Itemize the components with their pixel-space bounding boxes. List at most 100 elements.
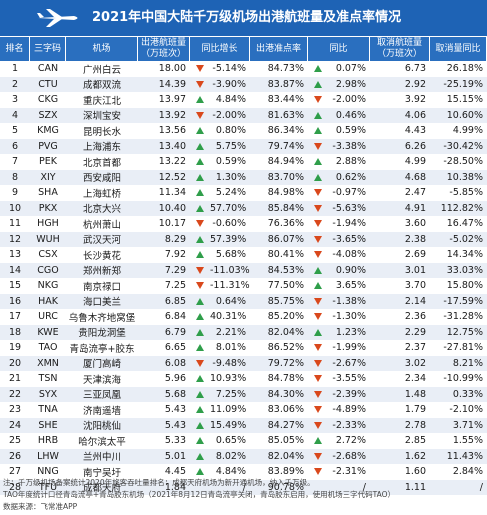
cancelled-cell: 3.01 (404, 264, 426, 276)
departures-cell: 13.22 (158, 156, 186, 168)
rank-cell: 17 (8, 311, 22, 323)
cancelled-yoy-cell: -5.85% (449, 187, 483, 199)
down-triangle-icon (196, 80, 204, 88)
code-cell: KWE (37, 326, 59, 338)
ontime-yoy-cell: -4.08% (308, 247, 370, 263)
departures-cell: 10.40 (158, 202, 186, 214)
ontime-yoy-cell: -3.65% (308, 232, 370, 248)
down-triangle-icon (314, 142, 322, 150)
cancelled-cell: 2.92 (404, 78, 426, 90)
departures-cell: 6.08 (164, 357, 186, 369)
departures-yoy-cell: -3.90% (190, 77, 250, 93)
table-row (0, 231, 487, 247)
ontime-yoy-cell: -2.39% (308, 387, 370, 403)
cancelled-cell: 2.34 (404, 373, 426, 385)
cancelled-cell: 4.06 (404, 109, 426, 121)
rank-cell: 4 (11, 109, 19, 121)
departures-yoy-cell: 57.70% (190, 201, 250, 217)
down-triangle-icon (196, 65, 204, 73)
ontime-yoy-cell: 2.72% (308, 433, 370, 449)
cancelled-yoy-cell: -30.42% (443, 140, 483, 152)
cancelled-yoy-cell: 8.21% (452, 357, 483, 369)
airport-cell: 北京首都 (82, 157, 121, 169)
up-triangle-icon (314, 437, 322, 445)
up-triangle-icon (196, 127, 204, 135)
cell-value: 0.90% (335, 264, 366, 276)
cancelled-yoy-cell: 11.43% (446, 450, 483, 462)
cancelled-cell: 3.02 (404, 357, 426, 369)
table-row (0, 417, 487, 433)
departures-cell: 13.92 (158, 109, 186, 121)
ontime-cell: 80.41% (267, 249, 304, 261)
departures-yoy-cell: -2.00% (190, 108, 250, 124)
departures-yoy-cell: 2.21% (190, 325, 250, 341)
cancelled-yoy-cell: 12.75% (446, 326, 483, 338)
departures-cell: 6.79 (164, 326, 186, 338)
code-cell: TAO (38, 342, 58, 354)
footnote-line: 数据来源：飞常准APP (3, 502, 78, 511)
cancelled-cell: 3.70 (404, 280, 426, 292)
ontime-yoy-cell: -2.33% (308, 418, 370, 434)
up-triangle-icon (196, 235, 204, 243)
ontime-cell: 76.36% (267, 218, 304, 230)
down-triangle-icon (314, 96, 322, 104)
up-triangle-icon (196, 328, 204, 336)
code-cell: LHW (37, 450, 59, 462)
cell-value: -2.39% (332, 388, 366, 400)
down-triangle-icon (314, 390, 322, 398)
departures-yoy-cell: 15.49% (190, 418, 250, 434)
up-triangle-icon (196, 204, 204, 212)
up-triangle-icon (196, 251, 204, 259)
code-cell: PEK (39, 156, 57, 168)
table-row (0, 433, 487, 449)
cell-value: -2.31% (332, 466, 366, 478)
table-row (0, 386, 487, 402)
departures-yoy-cell: 40.31% (190, 309, 250, 325)
airport-cell: 南宁吴圩 (82, 467, 121, 479)
departures-cell: 18.00 (158, 63, 186, 75)
airport-cell: 杭州萧山 (82, 219, 121, 231)
cell-value: 0.62% (335, 171, 366, 183)
departures-cell: 14.39 (158, 78, 186, 90)
ontime-yoy-cell: -2.31% (308, 464, 370, 480)
ontime-yoy-cell: -3.55% (308, 371, 370, 387)
up-triangle-icon (314, 80, 322, 88)
cancelled-cell: 4.91 (404, 202, 426, 214)
up-triangle-icon (196, 468, 204, 476)
table-row (0, 216, 487, 232)
rank-header: 排名 (0, 37, 30, 61)
table-row (0, 278, 487, 294)
up-triangle-icon (314, 127, 322, 135)
cancelled-yoy-cell: -5.02% (449, 233, 483, 245)
departures-yoy-cell: -0.60% (190, 216, 250, 232)
departures-cell: 13.97 (158, 94, 186, 106)
departures-cell: 13.56 (158, 125, 186, 137)
rank-cell: 12 (8, 233, 22, 245)
code-cell: SHE (38, 419, 58, 431)
cell-value: 7.25% (215, 388, 246, 400)
up-triangle-icon (314, 282, 322, 290)
cell-value: -3.55% (332, 373, 366, 385)
cell-value: -2.00% (332, 94, 366, 106)
cancelled-cell: 2.38 (404, 233, 426, 245)
cancelled-yoy-cell: 1.55% (452, 435, 483, 447)
cancelled-cell: 2.37 (404, 342, 426, 354)
footnote-line: TAO年度统计口径青岛流亭+青岛胶东机场（2021年8月12日青岛流亭关闭，青岛… (3, 490, 395, 499)
cancelled-cell: 4.99 (404, 156, 426, 168)
up-triangle-icon (196, 375, 204, 383)
rank-cell: 8 (11, 171, 19, 183)
ontime-yoy-cell: 0.46% (308, 108, 370, 124)
cancelled-cell: 4.43 (404, 125, 426, 137)
ontime-cell: 85.05% (267, 435, 304, 447)
cancelled-cell: 2.85 (404, 435, 426, 447)
cell-value: -1.30% (332, 311, 366, 323)
departures-cell: 11.34 (158, 187, 186, 199)
down-triangle-icon (314, 375, 322, 383)
up-triangle-icon (196, 173, 204, 181)
footnote-line: 注：千万级机场备案统计2020年旅客吞吐量排名：成都天府机场为新开通机场，纳入千… (3, 478, 315, 487)
departures-cell: 7.92 (164, 249, 186, 261)
ontime-yoy-cell: -1.38% (308, 294, 370, 310)
ontime-cell: 86.34% (267, 125, 304, 137)
cell-value: 4.84% (215, 94, 246, 106)
departures-yoy-cell: 0.64% (190, 294, 250, 310)
